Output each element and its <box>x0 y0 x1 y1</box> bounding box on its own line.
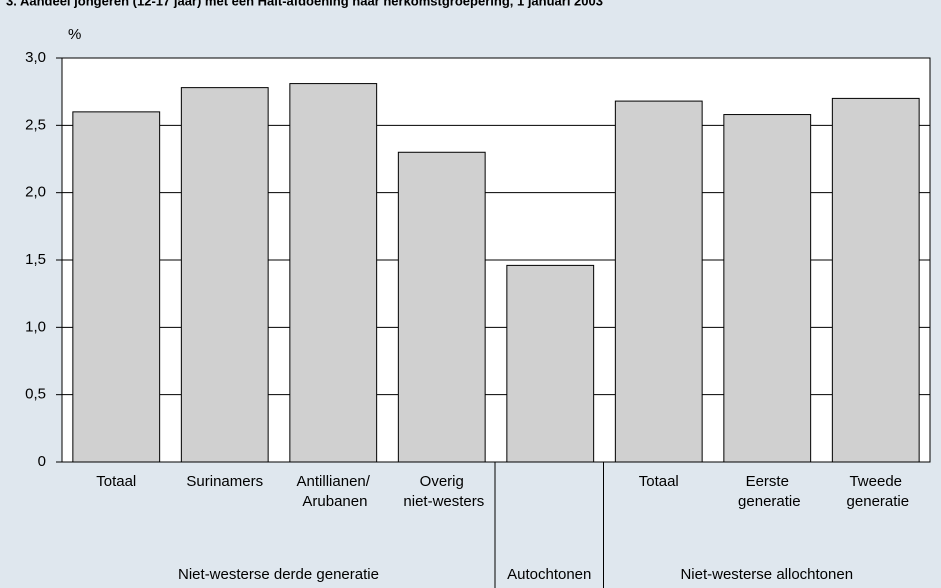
group-label: Niet-westerse derde generatie <box>178 566 379 583</box>
y-tick-label: 1,5 <box>25 251 46 268</box>
bar <box>614 100 703 463</box>
x-tick-label: Overig niet-westers <box>399 473 484 510</box>
bar <box>180 87 269 463</box>
x-tick-label: Eerste generatie <box>734 473 801 510</box>
bar <box>72 111 161 463</box>
bar <box>723 114 812 463</box>
y-tick-label: 0 <box>38 453 46 470</box>
bar <box>831 97 920 463</box>
bar <box>397 151 486 463</box>
bar <box>506 264 595 463</box>
group-label: Niet-westerse allochtonen <box>680 566 853 583</box>
y-axis-unit: % <box>68 26 81 43</box>
x-tick-label: Totaal <box>96 473 136 490</box>
x-tick-label: Tweede generatie <box>842 473 909 510</box>
bar <box>289 83 378 463</box>
y-tick-label: 3,0 <box>25 49 46 66</box>
y-tick-label: 1,0 <box>25 318 46 335</box>
x-tick-label: Antillianen/ Arubanen <box>297 473 371 510</box>
group-label: Autochtonen <box>507 566 591 583</box>
plot-border <box>61 57 931 463</box>
x-tick-label: Surinamers <box>186 473 263 490</box>
y-tick-label: 2,0 <box>25 184 46 201</box>
x-tick-label: Totaal <box>639 473 679 490</box>
y-tick-label: 0,5 <box>25 386 46 403</box>
chart-title: 3. Aandeel jongeren (12-17 jaar) met een… <box>6 0 603 8</box>
y-tick-label: 2,5 <box>25 116 46 133</box>
